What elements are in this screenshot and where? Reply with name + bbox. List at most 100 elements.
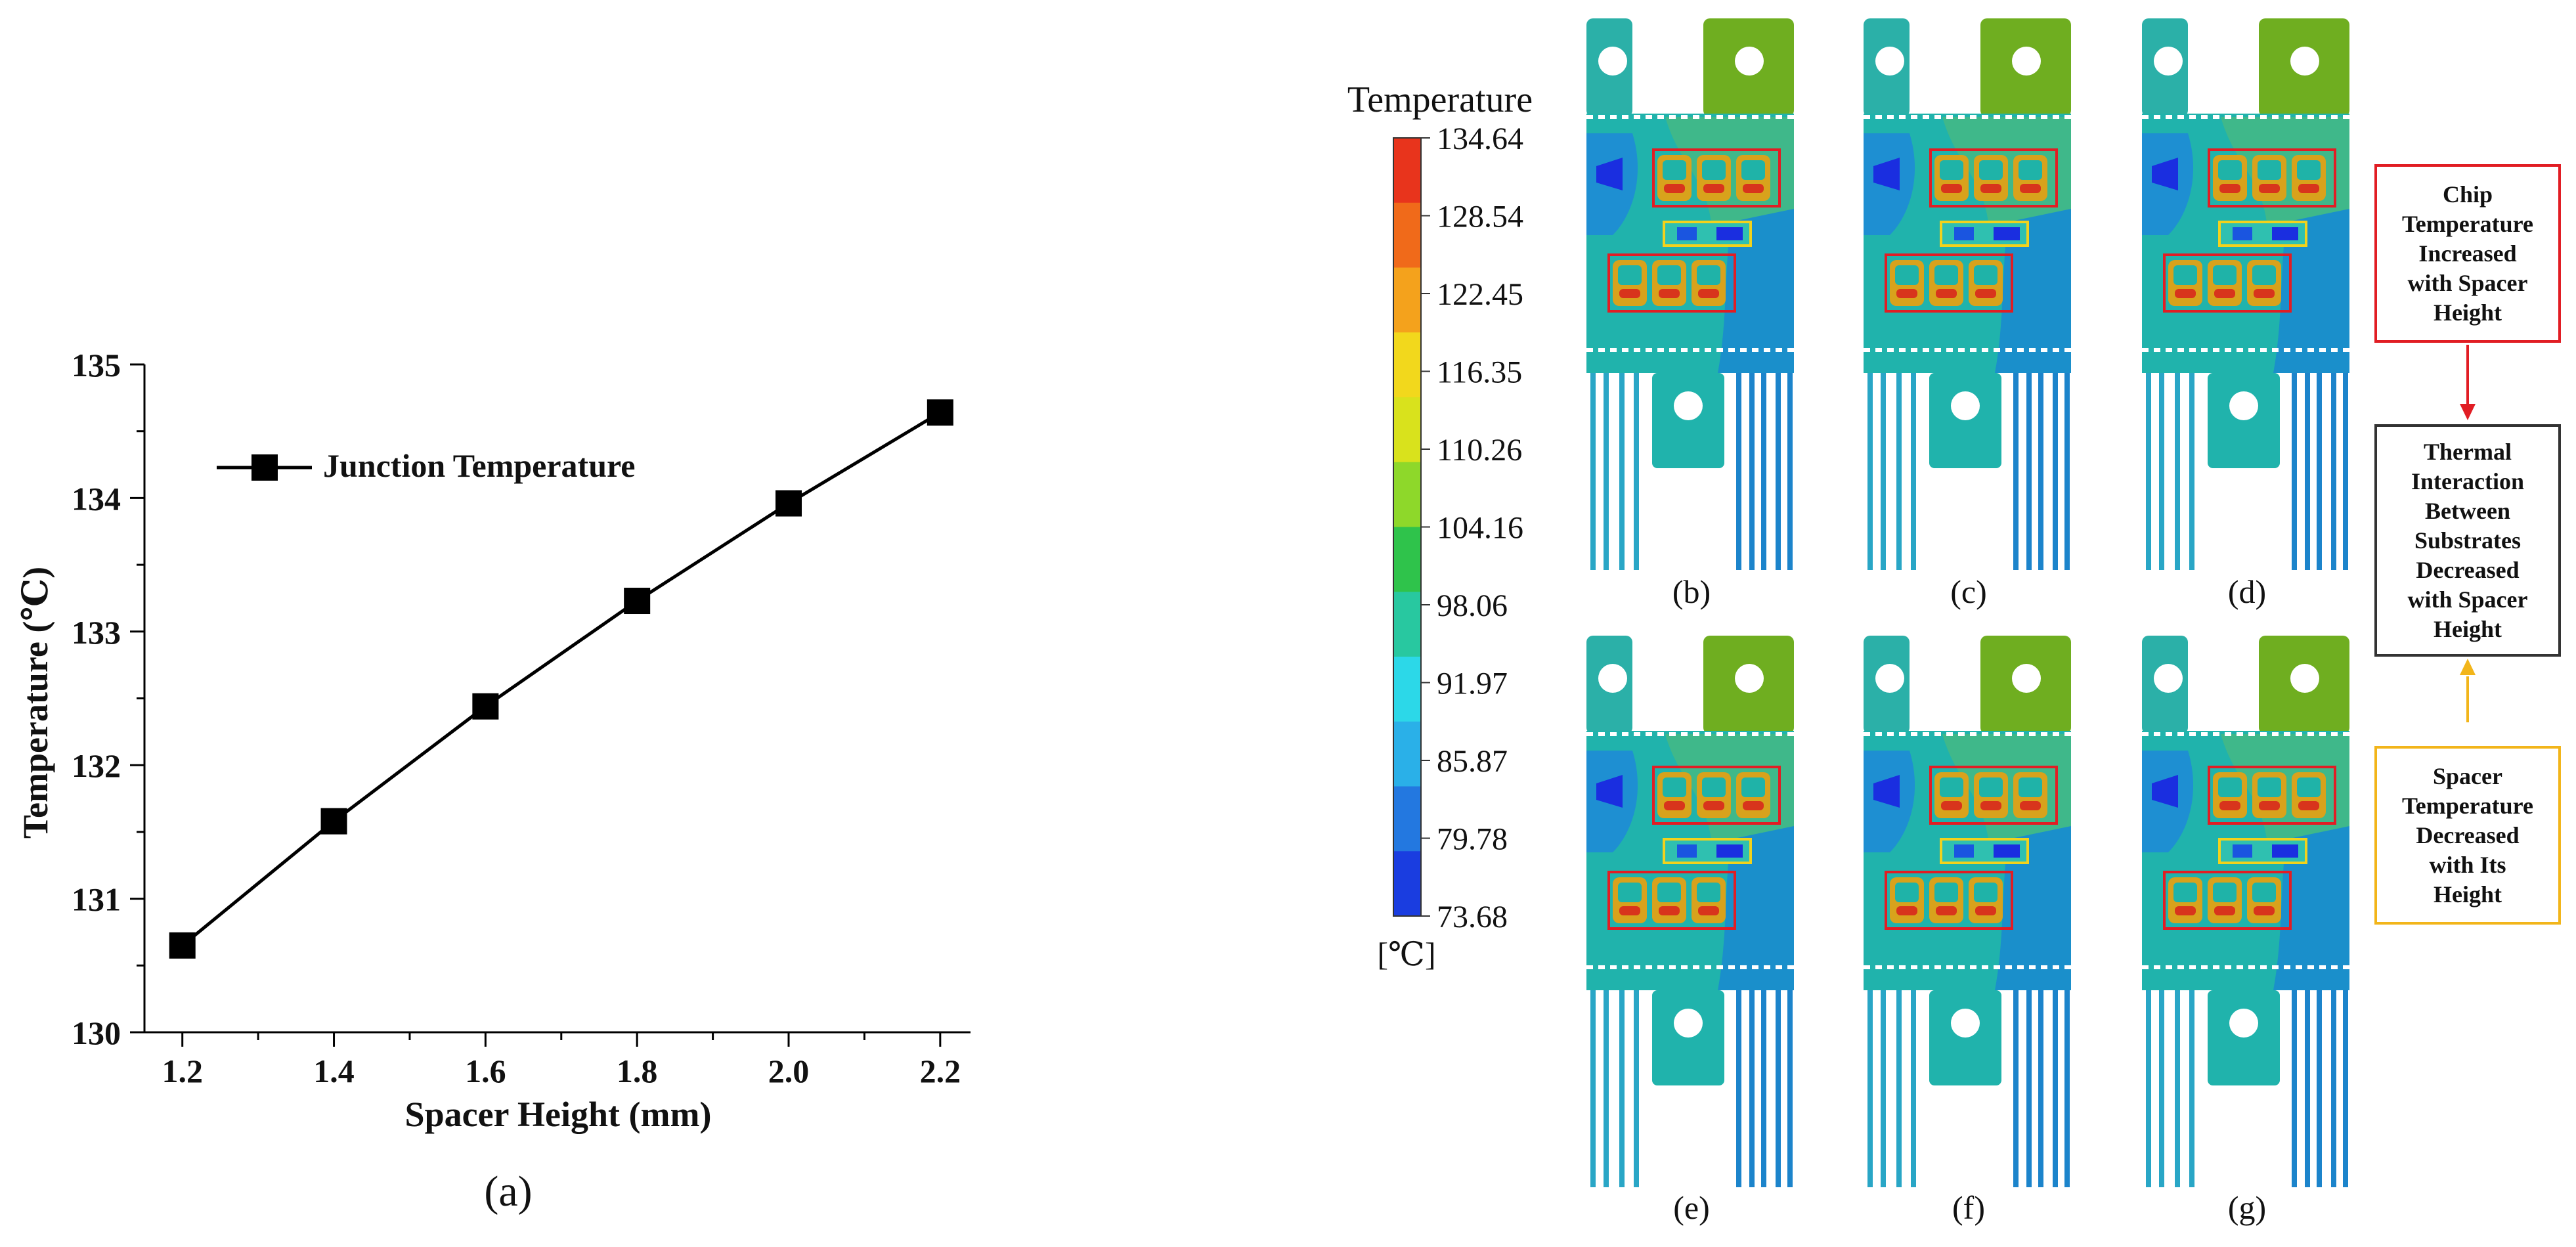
chip-center xyxy=(1940,777,1963,797)
bottom-terminal-tab xyxy=(1929,373,2001,468)
chip-center xyxy=(1974,265,1997,285)
cool-zone-right xyxy=(1995,209,2071,373)
colorbar-swatch xyxy=(1393,332,1421,398)
data-point xyxy=(169,932,196,959)
pin xyxy=(1911,373,1916,570)
mounting-hole xyxy=(1875,47,1904,76)
chip-hotspot xyxy=(1664,184,1685,193)
chip-center xyxy=(2297,160,2321,180)
chip-center xyxy=(2213,265,2237,285)
upper-chip-group xyxy=(2208,148,2336,208)
x-tick-label: 2.2 xyxy=(920,1053,961,1089)
y-tick-label: 134 xyxy=(72,480,121,517)
pin xyxy=(2159,990,2164,1187)
pin xyxy=(2175,990,2180,1187)
pin xyxy=(2317,373,2322,570)
legend-marker xyxy=(251,454,278,481)
chip-hotspot xyxy=(1659,289,1680,298)
mounting-hole xyxy=(2012,47,2041,76)
chip-hotspot xyxy=(2020,801,2041,810)
cold-spot xyxy=(2152,775,2178,808)
mounting-hole xyxy=(2290,47,2319,76)
mounting-hole xyxy=(2229,391,2258,420)
pin xyxy=(1896,373,1902,570)
x-tick-label: 1.4 xyxy=(313,1053,355,1089)
pin xyxy=(1604,990,1609,1187)
chip-hotspot xyxy=(2298,801,2319,810)
chip-hotspot xyxy=(2219,801,2240,810)
mounting-hole xyxy=(1875,664,1904,693)
chip-center xyxy=(1741,777,1765,797)
colorbar-tick-label: 85.87 xyxy=(1437,744,1508,779)
chip-hotspot xyxy=(2298,184,2319,193)
thermal-map-f xyxy=(1864,636,2071,1187)
chip-center xyxy=(2218,777,2242,797)
colorbar-swatch xyxy=(1393,397,1421,463)
thermal-interaction-note: Thermal Interaction Between Substrates D… xyxy=(2374,424,2561,657)
chip-center xyxy=(1934,265,1958,285)
chip-hotspot xyxy=(1941,801,1962,810)
temperature-colorbar: Temperature 134.64 128.54 122.45 116.35 110.… xyxy=(1347,79,1533,973)
spacer-temperature-note: Spacer Temperature Decreased with Its He… xyxy=(2374,746,2561,925)
y-axis-label: Temperature (℃) xyxy=(16,567,55,839)
spacer-cold-spot xyxy=(1677,844,1697,858)
mounting-hole xyxy=(1735,47,1764,76)
chip-center xyxy=(2019,160,2042,180)
colorbar-swatch xyxy=(1393,202,1421,269)
colorbar-swatch xyxy=(1393,267,1421,334)
chip-center xyxy=(1702,160,1726,180)
chip-center xyxy=(2173,883,2197,902)
cold-spot xyxy=(1873,158,1900,190)
chip-hotspot xyxy=(1980,801,2001,810)
pin xyxy=(2013,990,2019,1187)
chip-hotspot xyxy=(2214,906,2235,915)
panel-label: (g) xyxy=(2228,1189,2266,1226)
spacer-cold-spot xyxy=(1954,227,1974,240)
chip-hotspot xyxy=(1743,184,1764,193)
cool-zone-right xyxy=(1718,826,1794,990)
mounting-hole xyxy=(1674,391,1703,420)
annotation-arrows xyxy=(2460,345,2476,722)
pin xyxy=(2331,990,2336,1187)
pin xyxy=(2053,373,2058,570)
colorbar-tick-label: 98.06 xyxy=(1437,588,1508,623)
chart-series-line xyxy=(181,411,942,947)
pin xyxy=(1787,990,1793,1187)
cool-zone-right xyxy=(1995,826,2071,990)
chart-series-points xyxy=(169,399,953,959)
pin xyxy=(1881,373,1886,570)
mounting-hole xyxy=(2154,47,2183,76)
pin xyxy=(2189,373,2194,570)
spacer-cold-spot xyxy=(1716,844,1743,858)
chip-temperature-note: Chip Temperature Increased with Spacer H… xyxy=(2374,164,2561,343)
pin xyxy=(2053,990,2058,1187)
panel-label: (e) xyxy=(1673,1189,1710,1226)
mounting-hole xyxy=(1951,391,1980,420)
cool-zone-right xyxy=(1718,209,1794,373)
thermal-map-d xyxy=(2142,18,2349,570)
chip-center xyxy=(1657,265,1681,285)
pin xyxy=(2146,990,2151,1187)
pin xyxy=(2159,373,2164,570)
y-tick-label: 133 xyxy=(72,614,121,651)
chip-hotspot xyxy=(2259,801,2280,810)
chip-center xyxy=(2218,160,2242,180)
pin xyxy=(1787,373,1793,570)
cool-zone-right xyxy=(2273,826,2349,990)
thermal-map-b xyxy=(1586,18,1794,570)
panel-label: (d) xyxy=(2228,573,2266,610)
upper-chip-group xyxy=(1929,148,2058,208)
chip-center xyxy=(2019,777,2042,797)
cold-spot xyxy=(2152,158,2178,190)
pin xyxy=(1749,373,1755,570)
chip-hotspot xyxy=(2254,906,2275,915)
junction-temperature-chart: 130 131 132 133 134 135 1.2 1.4 1.6 1.8 2.0 2.2 Jun… xyxy=(16,347,971,1215)
pin xyxy=(2189,990,2194,1187)
upper-chip-group xyxy=(1652,766,1781,825)
thermal-map-grid: (b) (c) (d) (e) (f) (g) xyxy=(1586,18,2349,1226)
pin xyxy=(1590,373,1596,570)
panel-label: (b) xyxy=(1672,573,1711,610)
bottom-terminal-tab xyxy=(1652,990,1724,1085)
x-tick-label: 2.0 xyxy=(768,1053,810,1089)
chip-hotspot xyxy=(1664,801,1685,810)
